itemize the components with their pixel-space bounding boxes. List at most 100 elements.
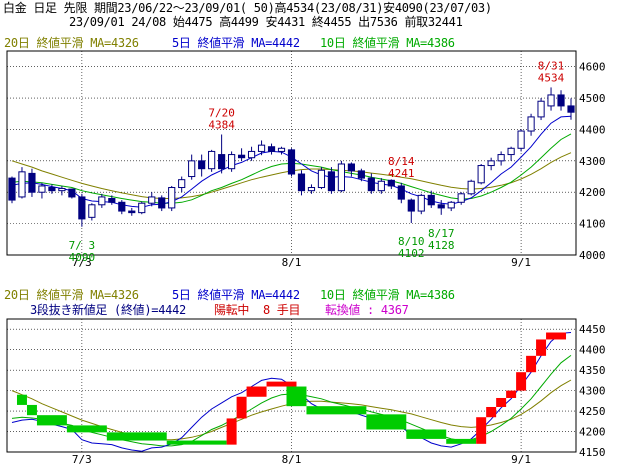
break-block-down	[366, 414, 407, 430]
break-block-up	[486, 406, 497, 418]
high-annotation-date: 8/14	[388, 155, 415, 168]
candle-body	[38, 185, 46, 193]
candle-body	[417, 194, 425, 212]
bottom-legend-ma10: 10日 終値平滑 MA=4386	[320, 288, 455, 302]
candle-body	[327, 171, 336, 192]
bottom-legend-ma5: 5日 終値平滑 MA=4442	[172, 288, 300, 302]
high-annotation-value: 4241	[388, 167, 415, 180]
candle-body	[427, 194, 435, 206]
candle-body	[457, 193, 465, 203]
price-chart-x-tick-label: 8/1	[282, 256, 302, 269]
break-block-down	[26, 404, 37, 416]
candle-body	[58, 187, 66, 192]
candle-body	[228, 154, 236, 170]
price-chart-y-tick-label: 4300	[579, 155, 606, 168]
three-line-break-title: 3段抜き新値足 (終値)=4442	[30, 303, 186, 317]
break-chart-y-tick-label: 4250	[579, 405, 606, 418]
price-chart-y-tick-label: 4100	[579, 218, 606, 231]
candle-body	[337, 163, 346, 192]
candle-body	[317, 169, 326, 189]
candle-body	[557, 94, 565, 107]
break-block-up	[496, 397, 507, 407]
candle-body	[287, 149, 296, 175]
candle-body	[208, 150, 216, 170]
chart-header-line-1: 白金 日足 先限 期間23/06/22〜23/09/01( 50)高4534(2…	[3, 1, 492, 15]
candle-body	[367, 177, 375, 192]
break-block-down	[166, 440, 227, 445]
break-block-up	[506, 390, 517, 398]
price-chart-y-tick-label: 4000	[579, 249, 606, 262]
price-chart-y-tick-label: 4400	[579, 123, 606, 136]
break-chart-x-tick-label: 7/3	[72, 453, 92, 466]
candle-body	[8, 177, 16, 201]
break-block-down	[406, 429, 447, 439]
low-annotation-date: 8/17	[428, 227, 455, 240]
price-chart-x-tick-label: 9/1	[511, 256, 531, 269]
break-block-down	[446, 438, 477, 444]
high-annotation-date: 7/20	[208, 106, 235, 119]
candle-body	[68, 188, 76, 198]
break-block-up	[266, 381, 297, 387]
candle-body	[277, 147, 286, 152]
price-chart-y-tick-label: 4600	[579, 61, 606, 74]
break-chart-y-tick-label: 4150	[579, 446, 606, 459]
candle-body	[188, 160, 196, 178]
break-block-up	[226, 418, 237, 445]
break-chart-y-tick-label: 4350	[579, 364, 606, 377]
candle-body	[267, 146, 276, 152]
candle-body	[357, 170, 365, 179]
candle-body	[178, 179, 186, 189]
bottom-legend-ma20: 20日 終値平滑 MA=4326	[4, 288, 139, 302]
candle-body	[118, 201, 126, 212]
break-block-down	[66, 425, 107, 433]
candle-body	[347, 163, 355, 172]
break-block-down	[36, 415, 67, 426]
three-line-break-status: 陽転中 8 手目	[214, 303, 301, 317]
candle-body	[437, 204, 445, 209]
break-chart-y-tick-label: 4450	[579, 323, 606, 336]
high-annotation-date: 8/31	[538, 59, 565, 72]
low-annotation-date: 7/ 3	[69, 239, 96, 252]
candle-body	[467, 180, 475, 195]
candle-body	[407, 199, 415, 212]
low-annotation-value: 4102	[398, 247, 425, 260]
top-legend-ma10: 10日 終値平滑 MA=4386	[320, 36, 455, 50]
candle-body	[98, 196, 106, 206]
break-chart-x-tick-label: 9/1	[511, 453, 531, 466]
break-block-up	[526, 355, 537, 373]
candle-body	[507, 147, 515, 156]
top-legend-ma5: 5日 終値平滑 MA=4442	[172, 36, 300, 50]
top-legend-ma20: 20日 終値平滑 MA=4326	[4, 36, 139, 50]
break-block-down	[106, 432, 167, 441]
candle-body	[567, 105, 575, 113]
candle-body	[307, 187, 316, 192]
low-annotation-value: 4128	[428, 239, 455, 252]
break-block-up	[476, 417, 487, 444]
break-chart-x-tick-label: 8/1	[282, 453, 302, 466]
candle-body	[537, 100, 545, 118]
candle-body	[48, 187, 56, 192]
candle-body	[158, 197, 166, 209]
candle-body	[257, 144, 266, 152]
break-block-down	[16, 394, 27, 405]
candle-body	[487, 160, 495, 167]
candle-body	[18, 171, 26, 198]
candle-body	[397, 185, 405, 200]
candle-body	[108, 198, 116, 203]
break-chart-y-tick-label: 4300	[579, 385, 606, 398]
candle-body	[447, 201, 455, 209]
candle-body	[477, 165, 485, 184]
candle-body	[218, 154, 226, 170]
three-line-break-reversal: 転換値 : 4367	[325, 303, 409, 317]
low-annotation-value: 4090	[69, 251, 96, 264]
price-chart-x-tick-label: 7/3	[72, 256, 92, 269]
candle-body	[497, 154, 505, 162]
break-block-down	[306, 406, 367, 415]
price-chart-y-tick-label: 4500	[579, 92, 606, 105]
candle-body	[168, 187, 176, 209]
break-chart-y-tick-label: 4200	[579, 426, 606, 439]
break-block-down	[286, 386, 307, 407]
candle-body	[148, 196, 156, 204]
price-chart-y-tick-label: 4200	[579, 186, 606, 199]
